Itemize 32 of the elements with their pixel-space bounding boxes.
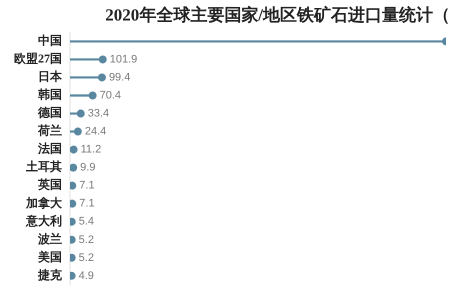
data-label: 5.2	[78, 252, 94, 264]
data-label: 101.9	[110, 53, 138, 66]
data-label: 7.1	[79, 180, 95, 192]
y-tick-label: 加拿大	[25, 196, 63, 210]
y-tick-label: 荷兰	[37, 124, 62, 138]
data-label: 70.4	[100, 90, 122, 102]
y-tick-label: 德国	[37, 106, 62, 120]
y-tick-label: 波兰	[37, 232, 62, 246]
chart-title: 2020年全球主要国家/地区铁矿石进口量统计（	[105, 6, 450, 25]
point	[70, 182, 76, 190]
point	[70, 164, 78, 172]
y-tick-label: 韩国	[37, 88, 62, 102]
y-tick-label: 日本	[38, 70, 63, 84]
data-label: 33.4	[88, 108, 110, 120]
data-label: 11.2	[80, 144, 102, 156]
y-tick-label: 土耳其	[25, 160, 62, 174]
y-tick-label: 美国	[37, 250, 62, 264]
data-label: 24.4	[84, 126, 106, 138]
y-tick-label: 欧盟27国	[14, 52, 62, 66]
data-label: 5.2	[78, 234, 94, 246]
data-label: 99.4	[108, 72, 130, 84]
point	[70, 146, 78, 154]
point	[70, 200, 76, 208]
data-label: 4.9	[78, 270, 94, 282]
y-tick-label: 法国	[37, 142, 62, 156]
data-label: 9.9	[80, 162, 96, 174]
y-tick-label: 捷克	[37, 268, 63, 282]
y-tick-label: 中国	[38, 34, 62, 48]
data-label: 7.1	[79, 198, 95, 210]
y-tick-label: 意大利	[25, 214, 62, 228]
data-label: 5.4	[78, 216, 94, 228]
y-tick-label: 英国	[37, 178, 62, 192]
